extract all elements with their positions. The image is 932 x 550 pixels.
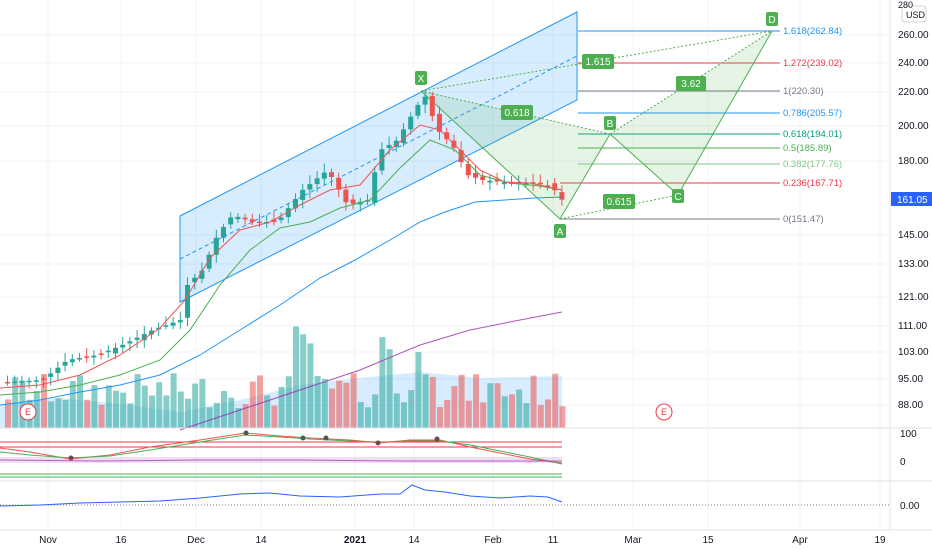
time-axis[interactable]: Nov 16 Dec 14 2021 14 Feb 11 Mar 15 Apr … (39, 535, 886, 546)
current-price-tag (891, 192, 932, 206)
svg-text:180.00: 180.00 (898, 156, 929, 167)
lower-axis[interactable]: 0.00 (900, 501, 920, 512)
svg-text:14: 14 (255, 535, 267, 546)
fib-label-0382: 0.382(177.76) (783, 159, 842, 170)
fib-label-1272: 1.272(239.02) (783, 58, 842, 69)
svg-text:103.00: 103.00 (898, 347, 929, 358)
ratio-bd: 3.62 (681, 79, 701, 90)
channel-midline (179, 55, 578, 260)
currency-label: USD (906, 10, 926, 20)
fib-label-0786: 0.786(205.57) (783, 108, 842, 119)
fib-label-1618: 1.618(262.84) (783, 26, 842, 37)
svg-text:2021: 2021 (344, 535, 367, 546)
regression-channel[interactable] (179, 11, 578, 303)
fibonacci-labels: 1.618(262.84) 1.272(239.02) 1(220.30) 0.… (783, 26, 842, 225)
point-a-label: A (557, 227, 564, 238)
ratio-ac: 0.615 (606, 197, 631, 208)
svg-text:100: 100 (900, 429, 917, 440)
svg-text:Feb: Feb (484, 535, 502, 546)
svg-text:14: 14 (408, 535, 420, 546)
fib-label-0236: 0.236(167.71) (783, 178, 842, 189)
svg-text:19: 19 (874, 535, 886, 546)
svg-text:95.00: 95.00 (898, 374, 923, 385)
svg-text:11: 11 (548, 535, 559, 546)
ratio-xb: 0.618 (504, 108, 529, 119)
ma-blue (0, 196, 563, 406)
point-d-label: D (768, 15, 775, 26)
fib-label-1: 1(220.30) (783, 86, 824, 97)
earnings-markers[interactable]: E E (19, 403, 673, 421)
earnings-icon-1: E (25, 407, 31, 417)
lower-indicator-pane[interactable] (0, 484, 890, 507)
earnings-icon-2: E (661, 407, 667, 417)
svg-text:111.00: 111.00 (898, 321, 928, 332)
fib-label-0618: 0.618(194.01) (783, 129, 842, 140)
svg-text:240.00: 240.00 (898, 58, 929, 69)
fib-label-0: 0(151.47) (783, 214, 824, 225)
svg-text:16: 16 (115, 535, 127, 546)
svg-text:145.00: 145.00 (898, 230, 929, 241)
oscillator-axis[interactable]: 100 0 (900, 429, 917, 468)
svg-text:220.00: 220.00 (898, 87, 929, 98)
svg-text:0.00: 0.00 (900, 501, 920, 512)
oscillator-pane[interactable] (0, 430, 563, 478)
harmonic-pattern[interactable] (420, 30, 773, 220)
price-axis[interactable]: USD 280 260.00 240.00 220.00 200.00 180.… (891, 0, 932, 411)
ma-purple (179, 311, 563, 431)
svg-text:260.00: 260.00 (898, 30, 929, 41)
svg-text:Apr: Apr (792, 535, 808, 546)
svg-text:133.00: 133.00 (898, 259, 929, 270)
ratio-xd: 1.615 (585, 57, 610, 68)
svg-text:Mar: Mar (624, 535, 642, 546)
ma-green (0, 139, 563, 396)
svg-text:121.00: 121.00 (898, 292, 929, 303)
svg-text:88.00: 88.00 (898, 400, 923, 411)
point-b-label: B (607, 119, 614, 130)
point-c-label: C (674, 192, 681, 203)
axis-partial-label: 280 (898, 0, 913, 10)
fib-label-05: 0.5(185.89) (783, 143, 832, 154)
pattern-point-labels: X A B C D 0.618 1.615 3.62 0.615 (415, 12, 778, 238)
ma-red (0, 124, 563, 389)
svg-text:Dec: Dec (187, 535, 205, 546)
svg-text:0: 0 (900, 457, 906, 468)
svg-text:200.00: 200.00 (898, 121, 929, 132)
volume-bars (0, 326, 566, 428)
svg-text:15: 15 (702, 535, 714, 546)
point-x-label: X (418, 74, 425, 85)
svg-text:Nov: Nov (39, 535, 57, 546)
current-price-label: 161.05 (897, 195, 928, 206)
